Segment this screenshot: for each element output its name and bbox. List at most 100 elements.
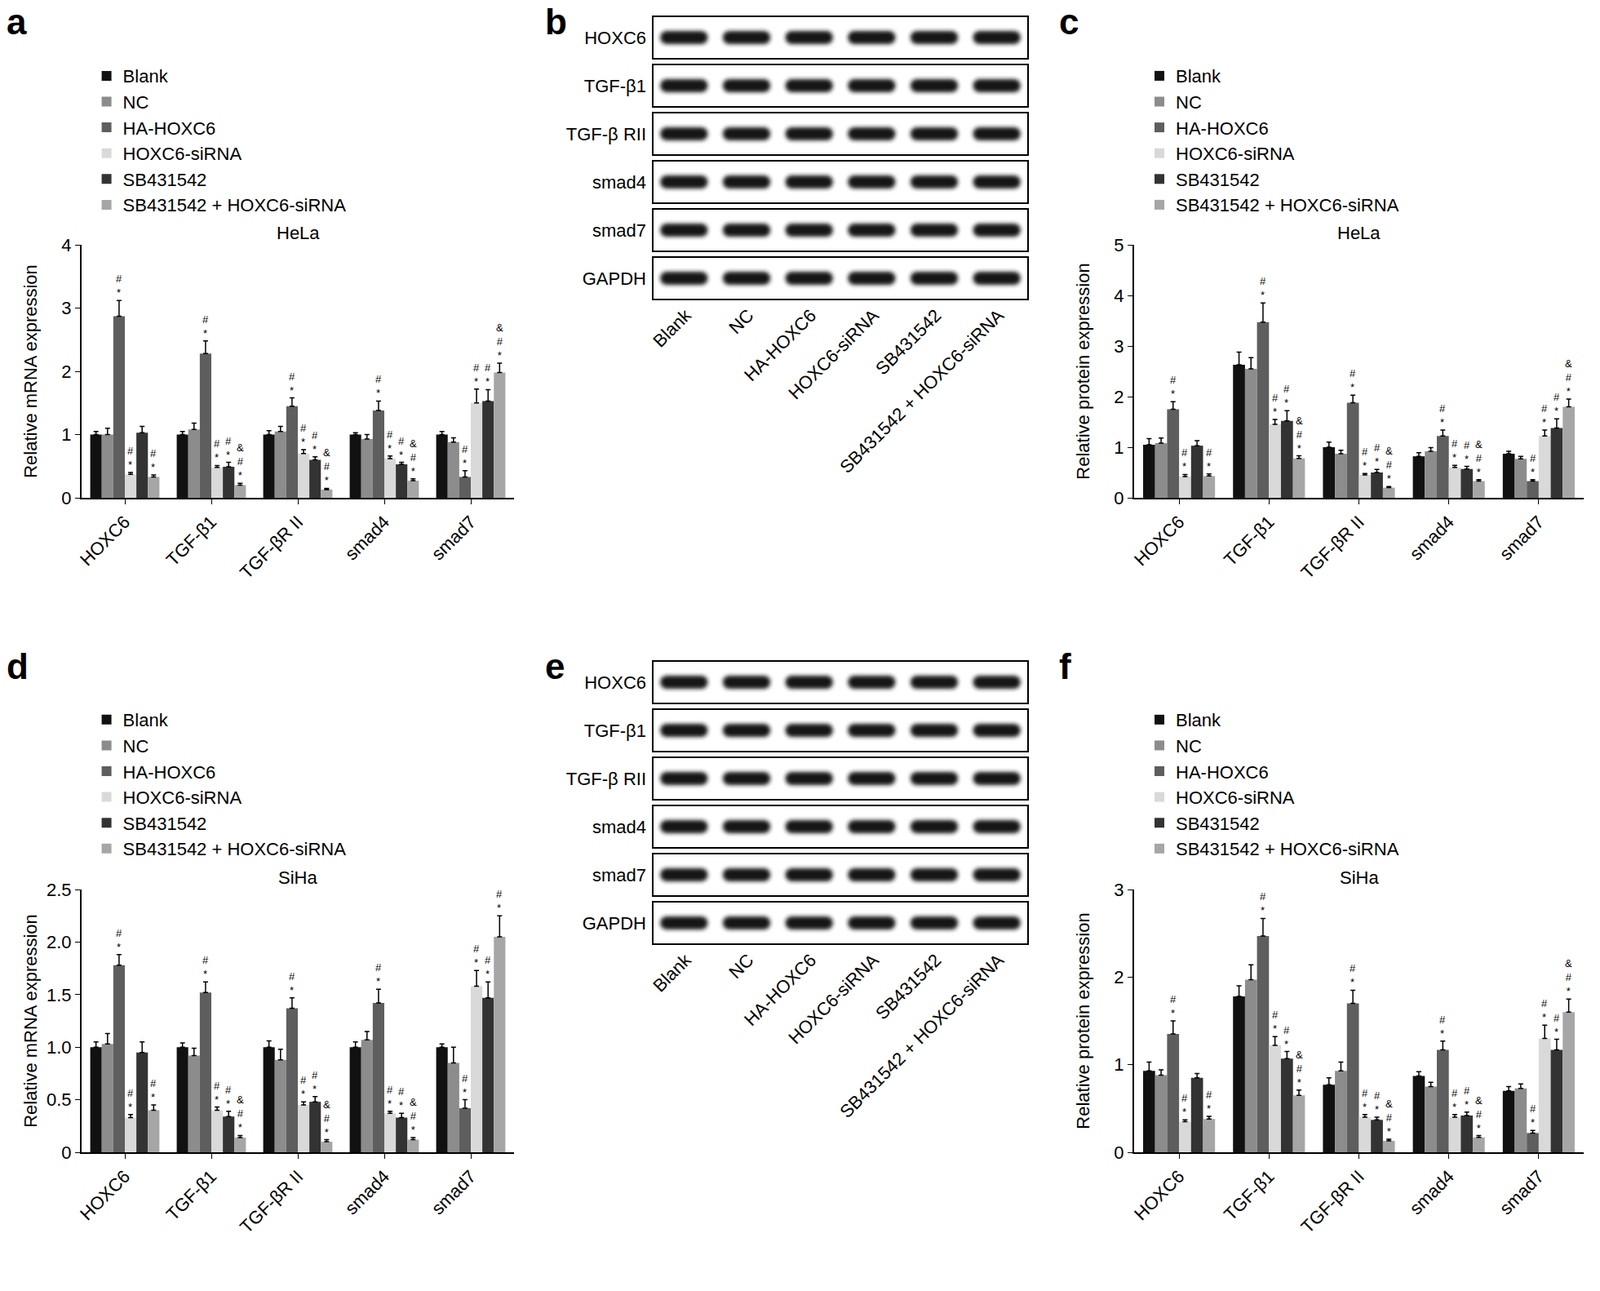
svg-text:#*: #* xyxy=(115,272,123,299)
svg-text:#*: #* xyxy=(288,370,296,397)
svg-text:#*: #* xyxy=(1272,1008,1279,1035)
svg-text:HA-HOXC6: HA-HOXC6 xyxy=(123,762,217,783)
svg-text:Blank: Blank xyxy=(648,304,696,351)
svg-text:smad4: smad4 xyxy=(1405,1165,1459,1219)
svg-text:#*: #* xyxy=(386,428,394,455)
svg-text:smad4: smad4 xyxy=(341,511,394,564)
svg-text:4: 4 xyxy=(61,234,71,256)
svg-text:HA-HOXC6: HA-HOXC6 xyxy=(123,118,217,139)
svg-text:#*: #* xyxy=(202,313,209,340)
svg-text:TGF-β1: TGF-β1 xyxy=(162,511,222,571)
svg-text:&#*: &#* xyxy=(323,446,331,487)
svg-text:Blank: Blank xyxy=(123,66,169,87)
svg-text:SB431542: SB431542 xyxy=(1175,169,1260,191)
svg-text:3: 3 xyxy=(1113,336,1124,357)
svg-text:Blank: Blank xyxy=(648,948,696,996)
svg-text:TGF-βR II: TGF-βR II xyxy=(235,1165,307,1237)
svg-text:GAPDH: GAPDH xyxy=(582,913,647,934)
svg-text:#*: #* xyxy=(1541,997,1548,1024)
svg-text:HOXC6: HOXC6 xyxy=(584,672,647,693)
svg-text:HeLa: HeLa xyxy=(1337,222,1381,244)
svg-text:HOXC6: HOXC6 xyxy=(584,27,647,49)
svg-text:SB431542: SB431542 xyxy=(123,813,208,834)
svg-text:2: 2 xyxy=(61,361,71,382)
svg-text:HOXC6-siRNA: HOXC6-siRNA xyxy=(784,305,883,404)
svg-text:NC: NC xyxy=(123,92,150,113)
svg-text:#*: #* xyxy=(115,926,123,953)
svg-text:SB431542 + HOXC6-siRNA: SB431542 + HOXC6-siRNA xyxy=(123,195,347,216)
svg-text:SB431542 + HOXC6-siRNA: SB431542 + HOXC6-siRNA xyxy=(123,838,347,860)
svg-text:#*: #* xyxy=(375,372,382,399)
svg-text:#*: #* xyxy=(1373,1089,1381,1116)
svg-text:NC: NC xyxy=(1175,92,1202,113)
svg-text:&#*: &#* xyxy=(1385,1097,1393,1138)
svg-text:1: 1 xyxy=(1113,437,1124,458)
svg-text:NC: NC xyxy=(1175,735,1202,757)
svg-text:3: 3 xyxy=(61,297,71,319)
svg-text:HOXC6: HOXC6 xyxy=(75,1165,134,1224)
svg-text:#*: #* xyxy=(1259,274,1267,302)
svg-text:HA-HOXC6: HA-HOXC6 xyxy=(1175,118,1269,139)
svg-text:Blank: Blank xyxy=(1175,66,1222,87)
svg-text:Relative mRNA expression: Relative mRNA expression xyxy=(20,913,41,1128)
svg-text:TGF-β1: TGF-β1 xyxy=(584,720,647,741)
svg-text:#*: #* xyxy=(127,1086,134,1113)
svg-text:0: 0 xyxy=(61,1142,71,1163)
svg-text:SB431542 + HOXC6-siRNA: SB431542 + HOXC6-siRNA xyxy=(1175,838,1400,860)
svg-text:#*: #* xyxy=(1283,1023,1290,1051)
svg-text:SB431542: SB431542 xyxy=(1175,813,1260,834)
svg-text:#*: #* xyxy=(202,953,209,980)
svg-text:HOXC6-siRNA: HOXC6-siRNA xyxy=(123,787,243,808)
svg-text:#*: #* xyxy=(1463,438,1471,466)
svg-text:#*: #* xyxy=(1463,1084,1471,1111)
svg-text:smad7: smad7 xyxy=(427,511,480,564)
svg-text:smad7: smad7 xyxy=(1495,1165,1548,1219)
svg-text:#*: #* xyxy=(461,443,469,470)
svg-text:4: 4 xyxy=(1113,285,1124,306)
svg-text:&#*: &#* xyxy=(1295,414,1304,455)
svg-text:smad4: smad4 xyxy=(341,1165,394,1219)
svg-text:#*: #* xyxy=(484,361,492,388)
svg-text:#*: #* xyxy=(1205,446,1213,473)
svg-text:#*: #* xyxy=(1439,402,1446,429)
svg-text:#*: #* xyxy=(473,942,480,969)
svg-text:&#*: &#* xyxy=(409,437,417,478)
svg-text:#*: #* xyxy=(375,961,382,988)
svg-text:smad7: smad7 xyxy=(1495,511,1548,564)
svg-text:#*: #* xyxy=(398,434,405,461)
svg-text:&#*: &#* xyxy=(496,321,504,362)
svg-text:#*: #* xyxy=(1553,390,1561,417)
svg-text:5: 5 xyxy=(1113,234,1124,256)
svg-text:&#*: &#* xyxy=(323,1098,331,1139)
svg-text:TGF-β1: TGF-β1 xyxy=(162,1165,222,1225)
svg-text:#*: #* xyxy=(398,1085,405,1112)
svg-text:#*: #* xyxy=(213,437,221,464)
svg-text:HOXC6: HOXC6 xyxy=(1130,1165,1188,1224)
svg-text:HA-HOXC6: HA-HOXC6 xyxy=(1175,762,1269,783)
svg-text:#*: #* xyxy=(225,1083,232,1110)
svg-text:#*: #* xyxy=(1170,373,1177,400)
svg-text:&#*: &#* xyxy=(1475,438,1483,479)
svg-text:3: 3 xyxy=(1113,879,1124,900)
svg-text:0.5: 0.5 xyxy=(46,1089,72,1110)
svg-text:#*: #* xyxy=(1451,1086,1459,1113)
svg-text:TGF-βR II: TGF-βR II xyxy=(1297,511,1369,583)
svg-text:#*: #* xyxy=(1361,1086,1369,1113)
svg-text:#*: #* xyxy=(1529,1102,1537,1129)
svg-text:smad7: smad7 xyxy=(592,864,647,886)
svg-text:HOXC6-siRNA: HOXC6-siRNA xyxy=(784,949,883,1049)
svg-text:1.0: 1.0 xyxy=(46,1037,72,1058)
svg-text:TGF-β RII: TGF-β RII xyxy=(566,124,647,145)
svg-text:#*: #* xyxy=(1529,452,1537,479)
svg-text:#*: #* xyxy=(300,1073,307,1100)
svg-text:#*: #* xyxy=(288,970,296,997)
svg-text:smad4: smad4 xyxy=(1405,511,1459,564)
svg-text:Blank: Blank xyxy=(1175,709,1222,731)
svg-text:SB431542 + HOXC6-siRNA: SB431542 + HOXC6-siRNA xyxy=(835,305,1008,478)
svg-text:Relative mRNA expression: Relative mRNA expression xyxy=(20,264,41,479)
svg-text:HOXC6: HOXC6 xyxy=(75,511,134,570)
svg-text:smad7: smad7 xyxy=(427,1165,480,1219)
svg-text:#*: #* xyxy=(1283,382,1290,409)
svg-text:#*: #* xyxy=(1205,1088,1213,1115)
svg-text:SB431542 + HOXC6-siRNA: SB431542 + HOXC6-siRNA xyxy=(1175,195,1400,216)
